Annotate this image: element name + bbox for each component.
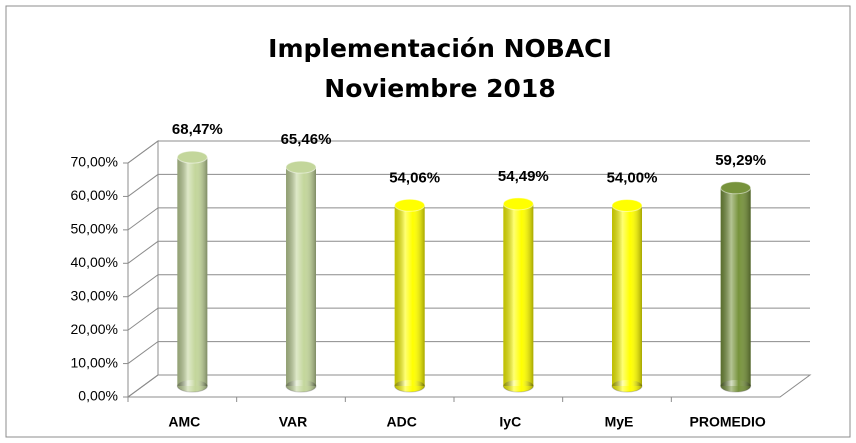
grid-line (127, 274, 810, 298)
bar-shade (394, 205, 425, 386)
bar-shade (503, 203, 534, 386)
bar-top (611, 198, 643, 212)
y-tick-label: 30,00% (71, 287, 118, 303)
bar-top (394, 198, 426, 212)
grid-line (127, 173, 810, 197)
value-label: 65,46% (281, 131, 332, 148)
bar-shade (177, 157, 208, 386)
grid-line (127, 140, 810, 164)
bar-top (176, 150, 208, 164)
y-tick-label: 0,00% (78, 388, 118, 404)
value-label: 54,00% (607, 169, 658, 186)
chart-border (5, 5, 851, 438)
y-tick-label: 50,00% (71, 221, 118, 237)
x-tick-label: PROMEDIO (690, 414, 766, 430)
bar-shade (720, 187, 751, 386)
y-tick-label: 20,00% (71, 321, 118, 337)
x-tick-label: MyE (605, 414, 634, 430)
x-tick-label: VAR (279, 414, 308, 430)
x-tick-label: IyC (499, 414, 521, 430)
y-tick-label: 10,00% (71, 354, 118, 370)
value-label: 54,49% (498, 168, 549, 185)
y-tick-label: 70,00% (71, 154, 118, 170)
bar-shade (612, 205, 642, 386)
grid-line (127, 341, 810, 364)
grid-line (127, 307, 810, 331)
grid-line (127, 374, 810, 398)
grid-line (127, 207, 810, 231)
y-tick-label: 60,00% (71, 187, 118, 203)
value-label: 59,29% (715, 152, 766, 169)
value-label: 54,06% (389, 169, 440, 186)
bar-top (285, 160, 317, 174)
y-tick-label: 40,00% (71, 254, 118, 270)
chart-title: Implementación NOBACI (268, 34, 612, 63)
bar-top (502, 197, 534, 211)
x-tick-label: ADC (386, 414, 416, 430)
bar-shade (286, 167, 316, 386)
x-tick-label: AMC (168, 414, 200, 430)
grid-line (127, 240, 810, 264)
value-label: 68,47% (172, 121, 223, 138)
bar-top (720, 181, 752, 195)
chart-title: Noviembre 2018 (324, 74, 555, 103)
